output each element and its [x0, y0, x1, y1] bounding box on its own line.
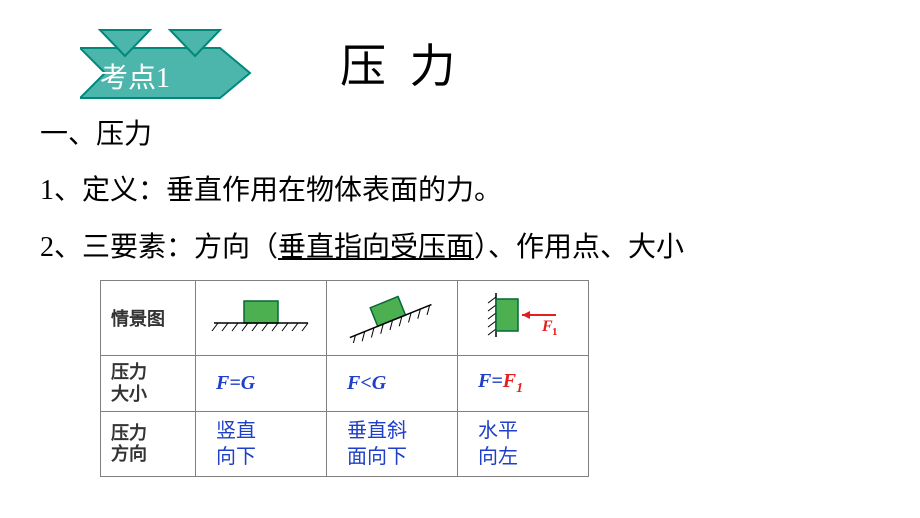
- force-eq-3a: F=: [478, 370, 503, 392]
- force-cell-2: F<G: [327, 356, 458, 412]
- force-eq-1: F=G: [216, 372, 255, 394]
- elements-underlined: 垂直指向受压面: [278, 232, 474, 263]
- definition-label: 1、定义：: [40, 175, 166, 206]
- dir-cell-2: 垂直斜 面向下: [327, 412, 458, 477]
- elements-tail: ）、作用点、大小: [474, 232, 684, 263]
- elements-label: 2、三要素：方向（: [40, 232, 278, 263]
- diagram-incline: [327, 281, 458, 356]
- definition-text: 垂直作用在物体表面的力。: [166, 175, 502, 206]
- comparison-table: 情景图: [100, 280, 589, 477]
- force-cell-3: F=F1: [458, 356, 589, 412]
- banner-label: 考点1: [100, 56, 170, 96]
- row-header-direction: 压力 方向: [101, 412, 196, 477]
- row-header-scene: 情景图: [101, 281, 196, 356]
- row-header-force: 压力 大小: [101, 356, 196, 412]
- diagram-horizontal: [196, 281, 327, 356]
- table-row: 情景图: [101, 281, 589, 356]
- force-cell-1: F=G: [196, 356, 327, 412]
- table-row: 压力 方向 竖直 向下 垂直斜 面向下 水平 向左: [101, 412, 589, 477]
- section-heading: 一、压力: [40, 110, 684, 160]
- dir-cell-1: 竖直 向下: [196, 412, 327, 477]
- elements-line: 2、三要素：方向（垂直指向受压面）、作用点、大小: [40, 223, 684, 273]
- definition-line: 1、定义：垂直作用在物体表面的力。: [40, 166, 684, 216]
- page-title: 压 力: [340, 30, 462, 96]
- diagram-wall: F 1: [458, 281, 589, 356]
- svg-text:1: 1: [552, 326, 558, 338]
- force-eq-3c: 1: [516, 381, 523, 396]
- table-row: 压力 大小 F=G F<G F=F1: [101, 356, 589, 412]
- dir-cell-3: 水平 向左: [458, 412, 589, 477]
- force-eq-3b: F: [503, 370, 516, 392]
- force-eq-2: F<G: [347, 372, 386, 394]
- content-section: 一、压力 1、定义：垂直作用在物体表面的力。 2、三要素：方向（垂直指向受压面）…: [40, 110, 684, 279]
